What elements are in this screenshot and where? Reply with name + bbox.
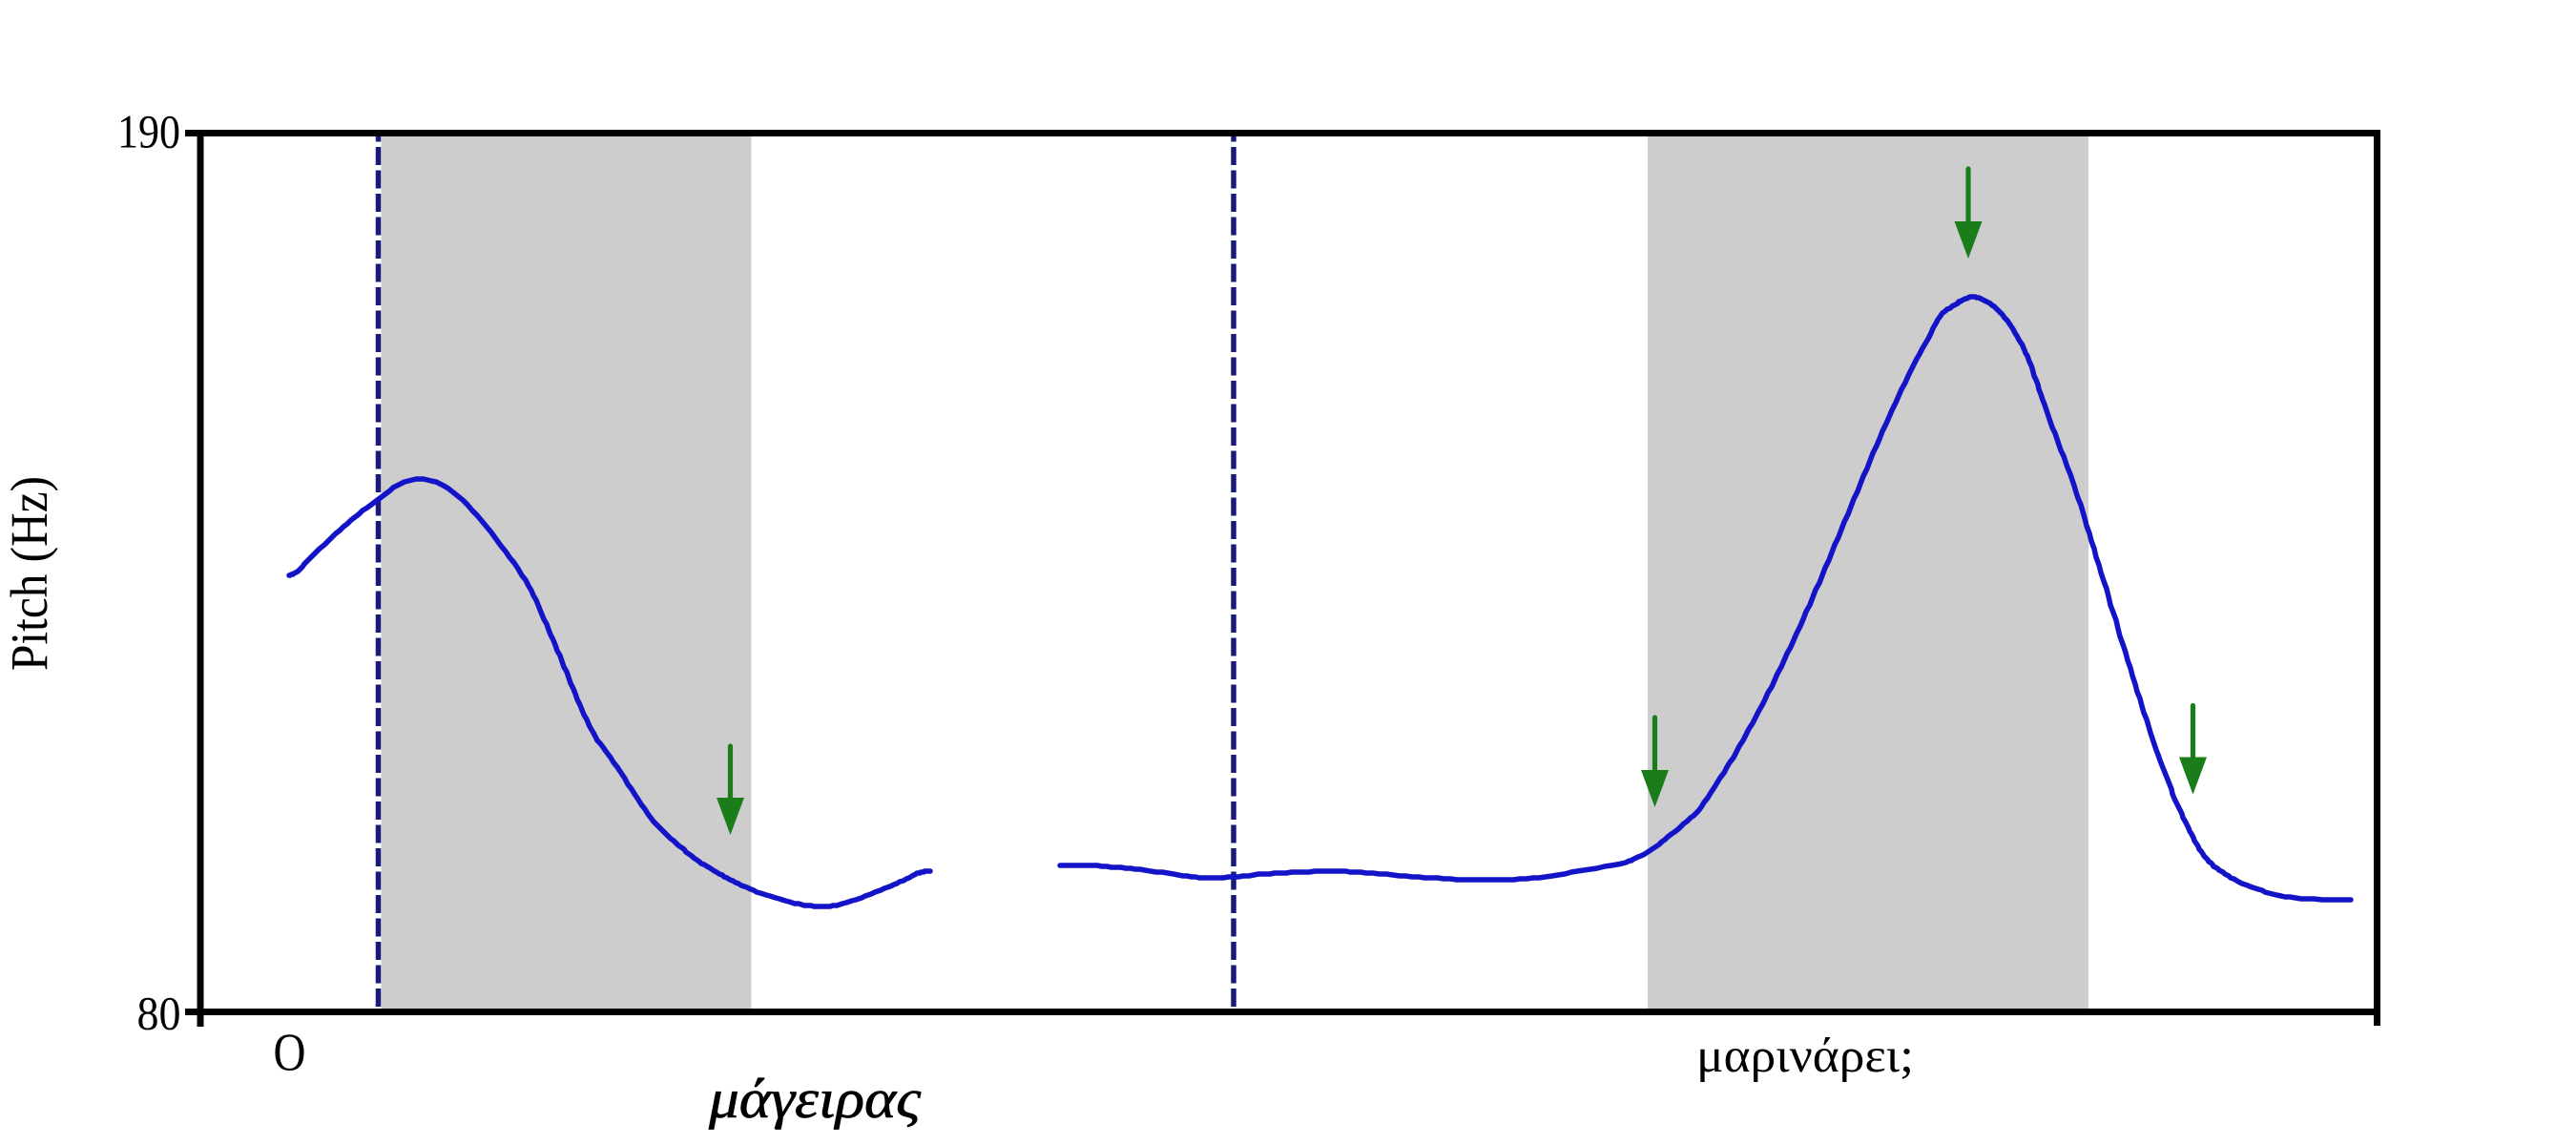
svg-text:80: 80 bbox=[137, 987, 181, 1040]
svg-text:μάγειρας: μάγειρας bbox=[708, 1068, 922, 1130]
svg-text:μαρινάρει;: μαρινάρει; bbox=[1696, 1030, 1914, 1083]
svg-text:190: 190 bbox=[117, 105, 180, 158]
svg-text:Pitch (Hz): Pitch (Hz) bbox=[0, 476, 58, 671]
svg-text:O: O bbox=[274, 1024, 306, 1083]
